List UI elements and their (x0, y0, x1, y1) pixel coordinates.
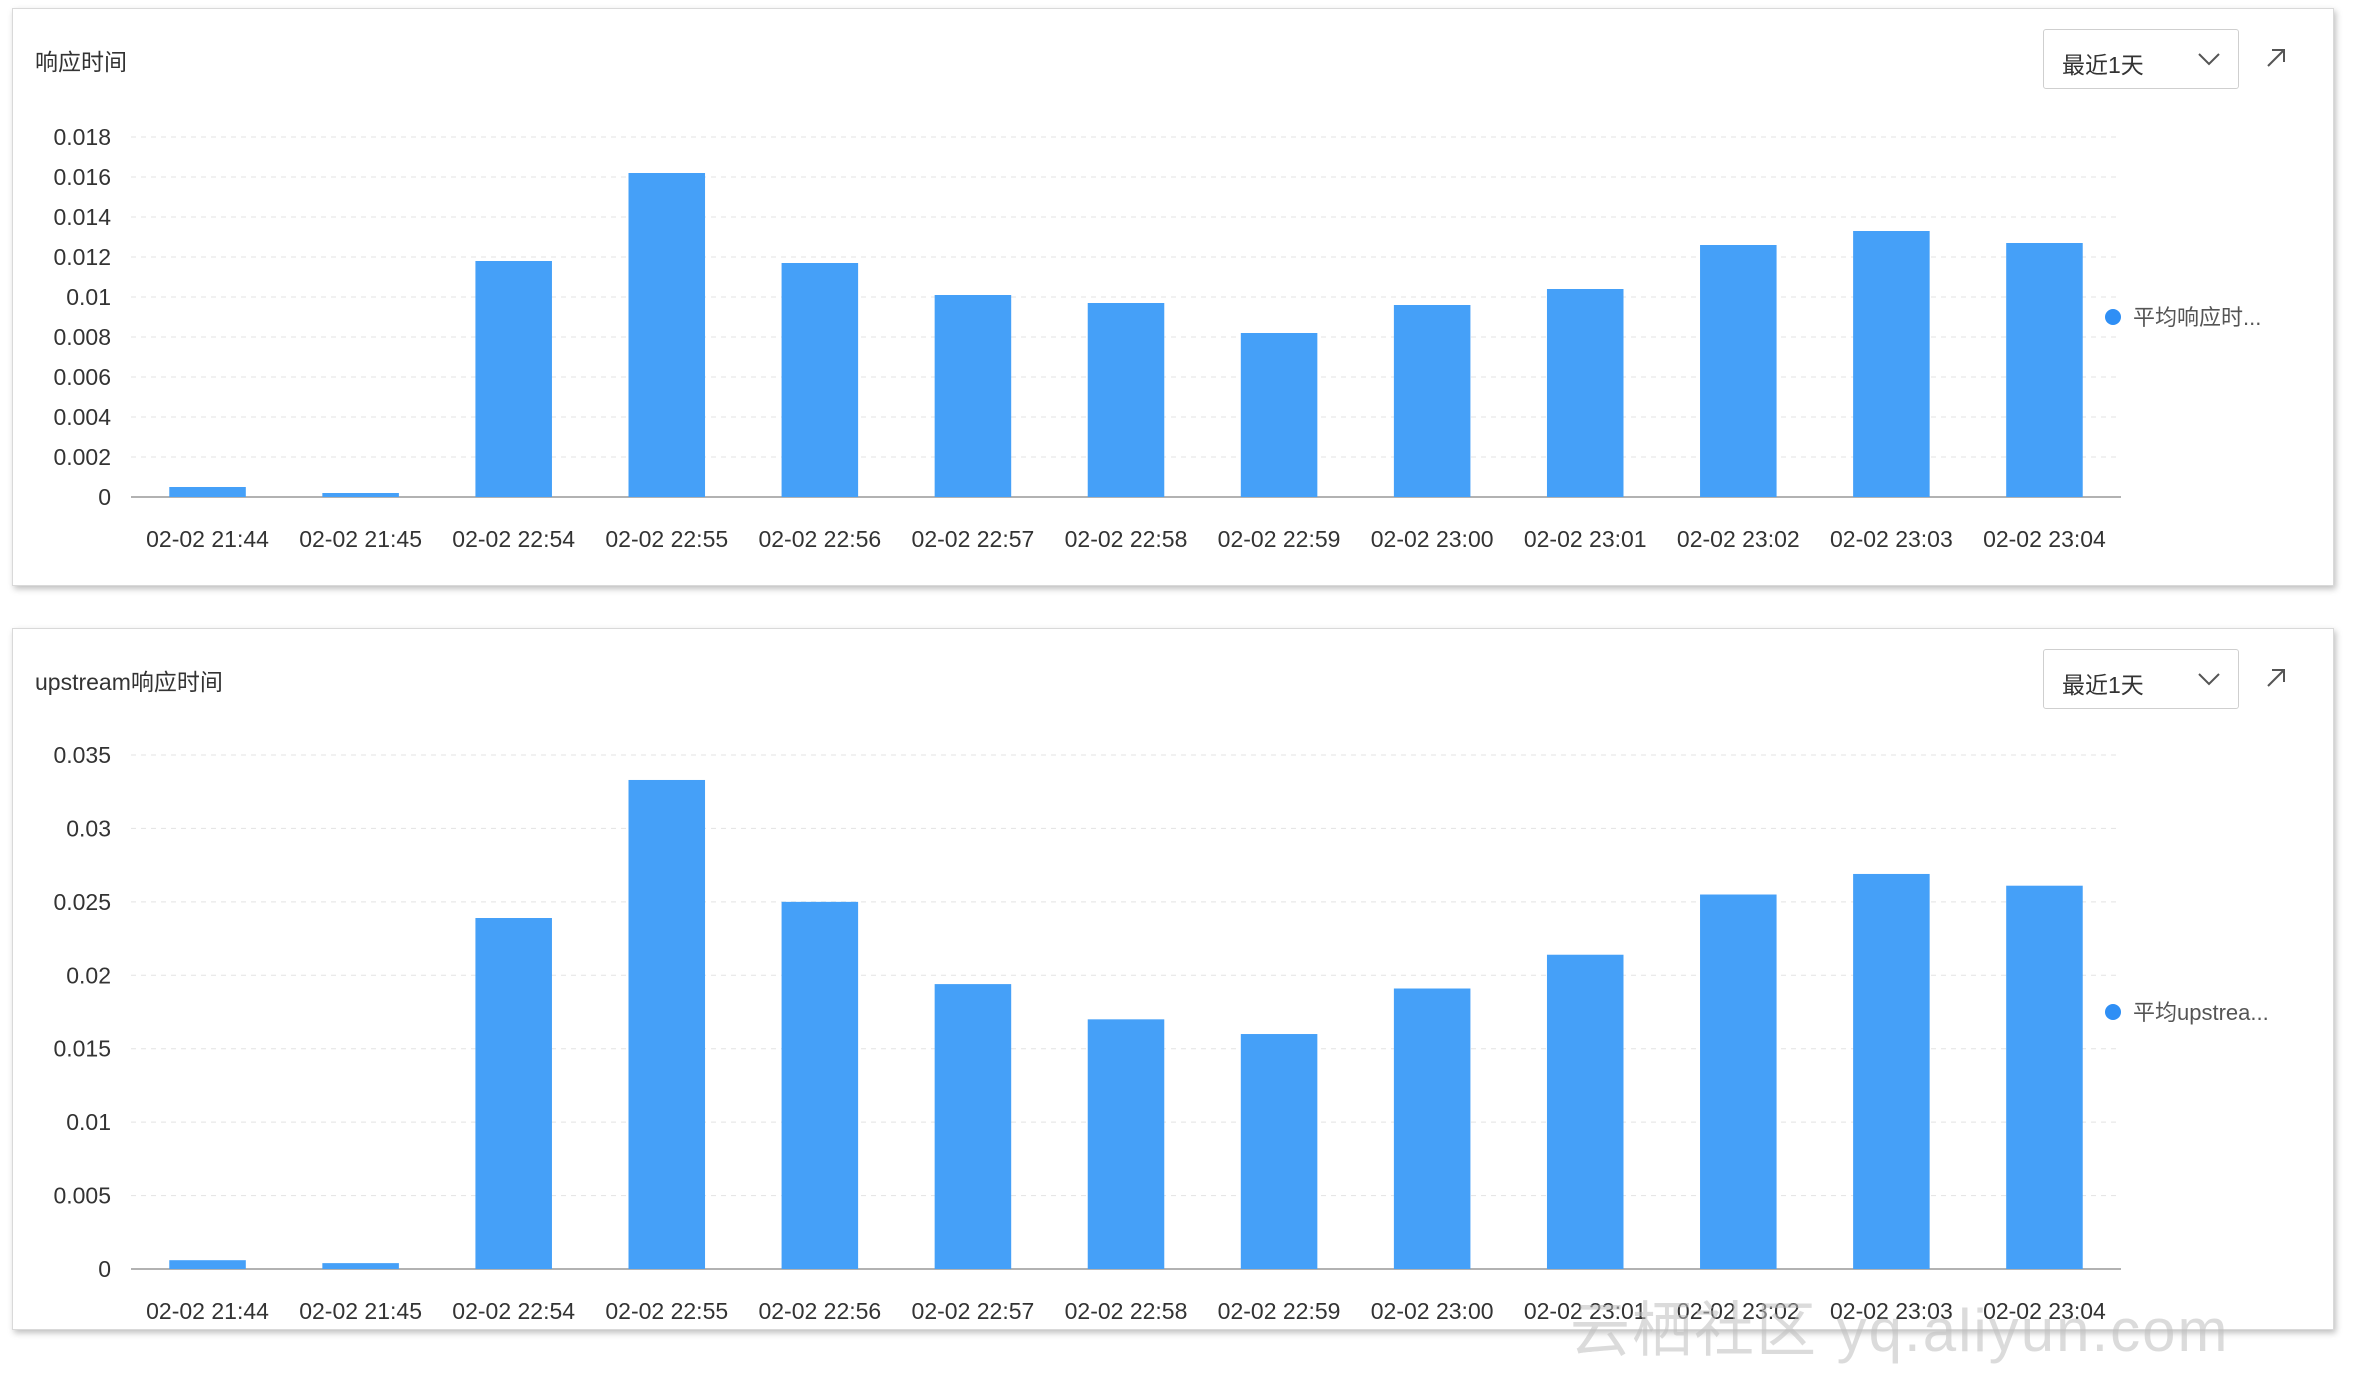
x-tick-label: 02-02 23:00 (1371, 1298, 1494, 1324)
bar (934, 984, 1012, 1269)
y-tick-label: 0.016 (53, 164, 111, 190)
x-tick-label: 02-02 21:45 (299, 526, 422, 552)
y-tick-label: 0.008 (53, 324, 111, 350)
x-tick-label: 02-02 23:03 (1830, 526, 1953, 552)
x-tick-label: 02-02 23:00 (1371, 526, 1494, 552)
x-tick-label: 02-02 22:59 (1218, 1298, 1341, 1324)
chart-panel-upstream-response-time: upstream响应时间 最近1天 0 0.005 0.01 0.015 0.02 0.0… (12, 628, 2334, 1330)
bar (169, 1260, 246, 1269)
x-tick-label: 02-02 22:56 (758, 1298, 881, 1324)
x-tick-label: 02-02 22:58 (1065, 526, 1188, 552)
x-tick-label: 02-02 22:54 (452, 526, 575, 552)
legend-label: 平均upstrea... (2133, 1000, 2269, 1025)
x-tick-label: 02-02 22:55 (605, 1298, 728, 1324)
y-tick-label: 0.015 (53, 1036, 111, 1062)
bar (1240, 333, 1318, 497)
x-tick-label: 02-02 22:58 (1065, 1298, 1188, 1324)
bar (1087, 1019, 1165, 1269)
y-tick-label: 0 (98, 1256, 111, 1282)
time-range-value: 最近1天 (2062, 52, 2144, 78)
y-tick-label: 0.005 (53, 1183, 111, 1209)
legend-dot (2105, 309, 2121, 325)
time-range-select[interactable]: 最近1天 (2043, 649, 2239, 709)
bar (1393, 305, 1471, 497)
x-tick-label: 02-02 21:44 (146, 526, 269, 552)
legend-dot (2105, 1004, 2121, 1020)
x-tick-label: 02-02 22:54 (452, 1298, 575, 1324)
bar (322, 1263, 399, 1269)
y-tick-label: 0.006 (53, 364, 111, 390)
y-tick-label: 0.002 (53, 444, 111, 470)
watermark: 云栖社区 yq.aliyun.com (1570, 1297, 2230, 1364)
x-tick-label: 02-02 21:45 (299, 1298, 422, 1324)
x-tick-label: 02-02 22:56 (758, 526, 881, 552)
bar (2006, 243, 2083, 497)
panel-title: 响应时间 (35, 49, 127, 75)
bar (322, 493, 399, 497)
bar (1853, 873, 1930, 1269)
panel-title: upstream响应时间 (35, 669, 223, 695)
y-tick-label: 0.03 (66, 815, 111, 841)
bar (1853, 231, 1930, 497)
y-tick-label: 0.004 (53, 404, 111, 430)
x-tick-label: 02-02 22:57 (912, 1298, 1035, 1324)
x-tick-label: 02-02 23:01 (1524, 526, 1647, 552)
bar (475, 261, 552, 497)
bar (1393, 988, 1471, 1269)
x-tick-label: 02-02 22:57 (912, 526, 1035, 552)
chevron-down-icon (2198, 53, 2220, 66)
bar (1240, 1034, 1318, 1269)
y-tick-label: 0 (98, 484, 111, 510)
bar (2006, 885, 2083, 1269)
legend-label: 平均响应时... (2133, 305, 2261, 330)
bar (1700, 245, 1777, 497)
x-tick-label: 02-02 23:02 (1677, 1298, 1800, 1324)
x-tick-label: 02-02 23:04 (1983, 526, 2106, 552)
bar-chart-upstream-response-time: 0 0.005 0.01 0.015 0.02 0.025 0.03 0.035 02-02 2… (53, 742, 2269, 1324)
bar (628, 779, 706, 1269)
bar (934, 295, 1012, 497)
chart-panel-response-time: 响应时间 最近1天 0 0.002 0.004 0.006 0.008 0.01 0.012… (12, 8, 2334, 586)
y-tick-label: 0.018 (53, 124, 111, 150)
y-tick-label: 0.014 (53, 204, 111, 230)
y-tick-label: 0.01 (66, 1109, 111, 1135)
bar-chart-response-time: 0 0.002 0.004 0.006 0.008 0.01 0.012 0.014 0.016… (53, 124, 2261, 552)
time-range-value: 最近1天 (2062, 672, 2144, 698)
y-tick-label: 0.01 (66, 284, 111, 310)
bar (628, 173, 706, 497)
x-tick-label: 02-02 23:01 (1524, 1298, 1647, 1324)
bar (1546, 289, 1624, 497)
x-tick-label: 02-02 23:02 (1677, 526, 1800, 552)
y-tick-label: 0.035 (53, 742, 111, 768)
chevron-down-icon (2198, 673, 2220, 686)
bar (1700, 894, 1777, 1269)
bar (1546, 954, 1624, 1269)
y-tick-label: 0.02 (66, 962, 111, 988)
arrow-up-right-icon[interactable] (2263, 665, 2289, 691)
y-tick-label: 0.012 (53, 244, 111, 270)
x-tick-label: 02-02 22:55 (605, 526, 728, 552)
bar (475, 918, 552, 1269)
bar (781, 901, 859, 1269)
x-tick-label: 02-02 23:04 (1983, 1298, 2106, 1324)
time-range-select[interactable]: 最近1天 (2043, 29, 2239, 89)
bar (781, 263, 859, 497)
x-tick-label: 02-02 22:59 (1218, 526, 1341, 552)
y-tick-label: 0.025 (53, 889, 111, 915)
x-tick-label: 02-02 21:44 (146, 1298, 269, 1324)
bar (1087, 303, 1165, 497)
bar (169, 487, 246, 497)
arrow-up-right-icon[interactable] (2263, 45, 2289, 71)
x-tick-label: 02-02 23:03 (1830, 1298, 1953, 1324)
